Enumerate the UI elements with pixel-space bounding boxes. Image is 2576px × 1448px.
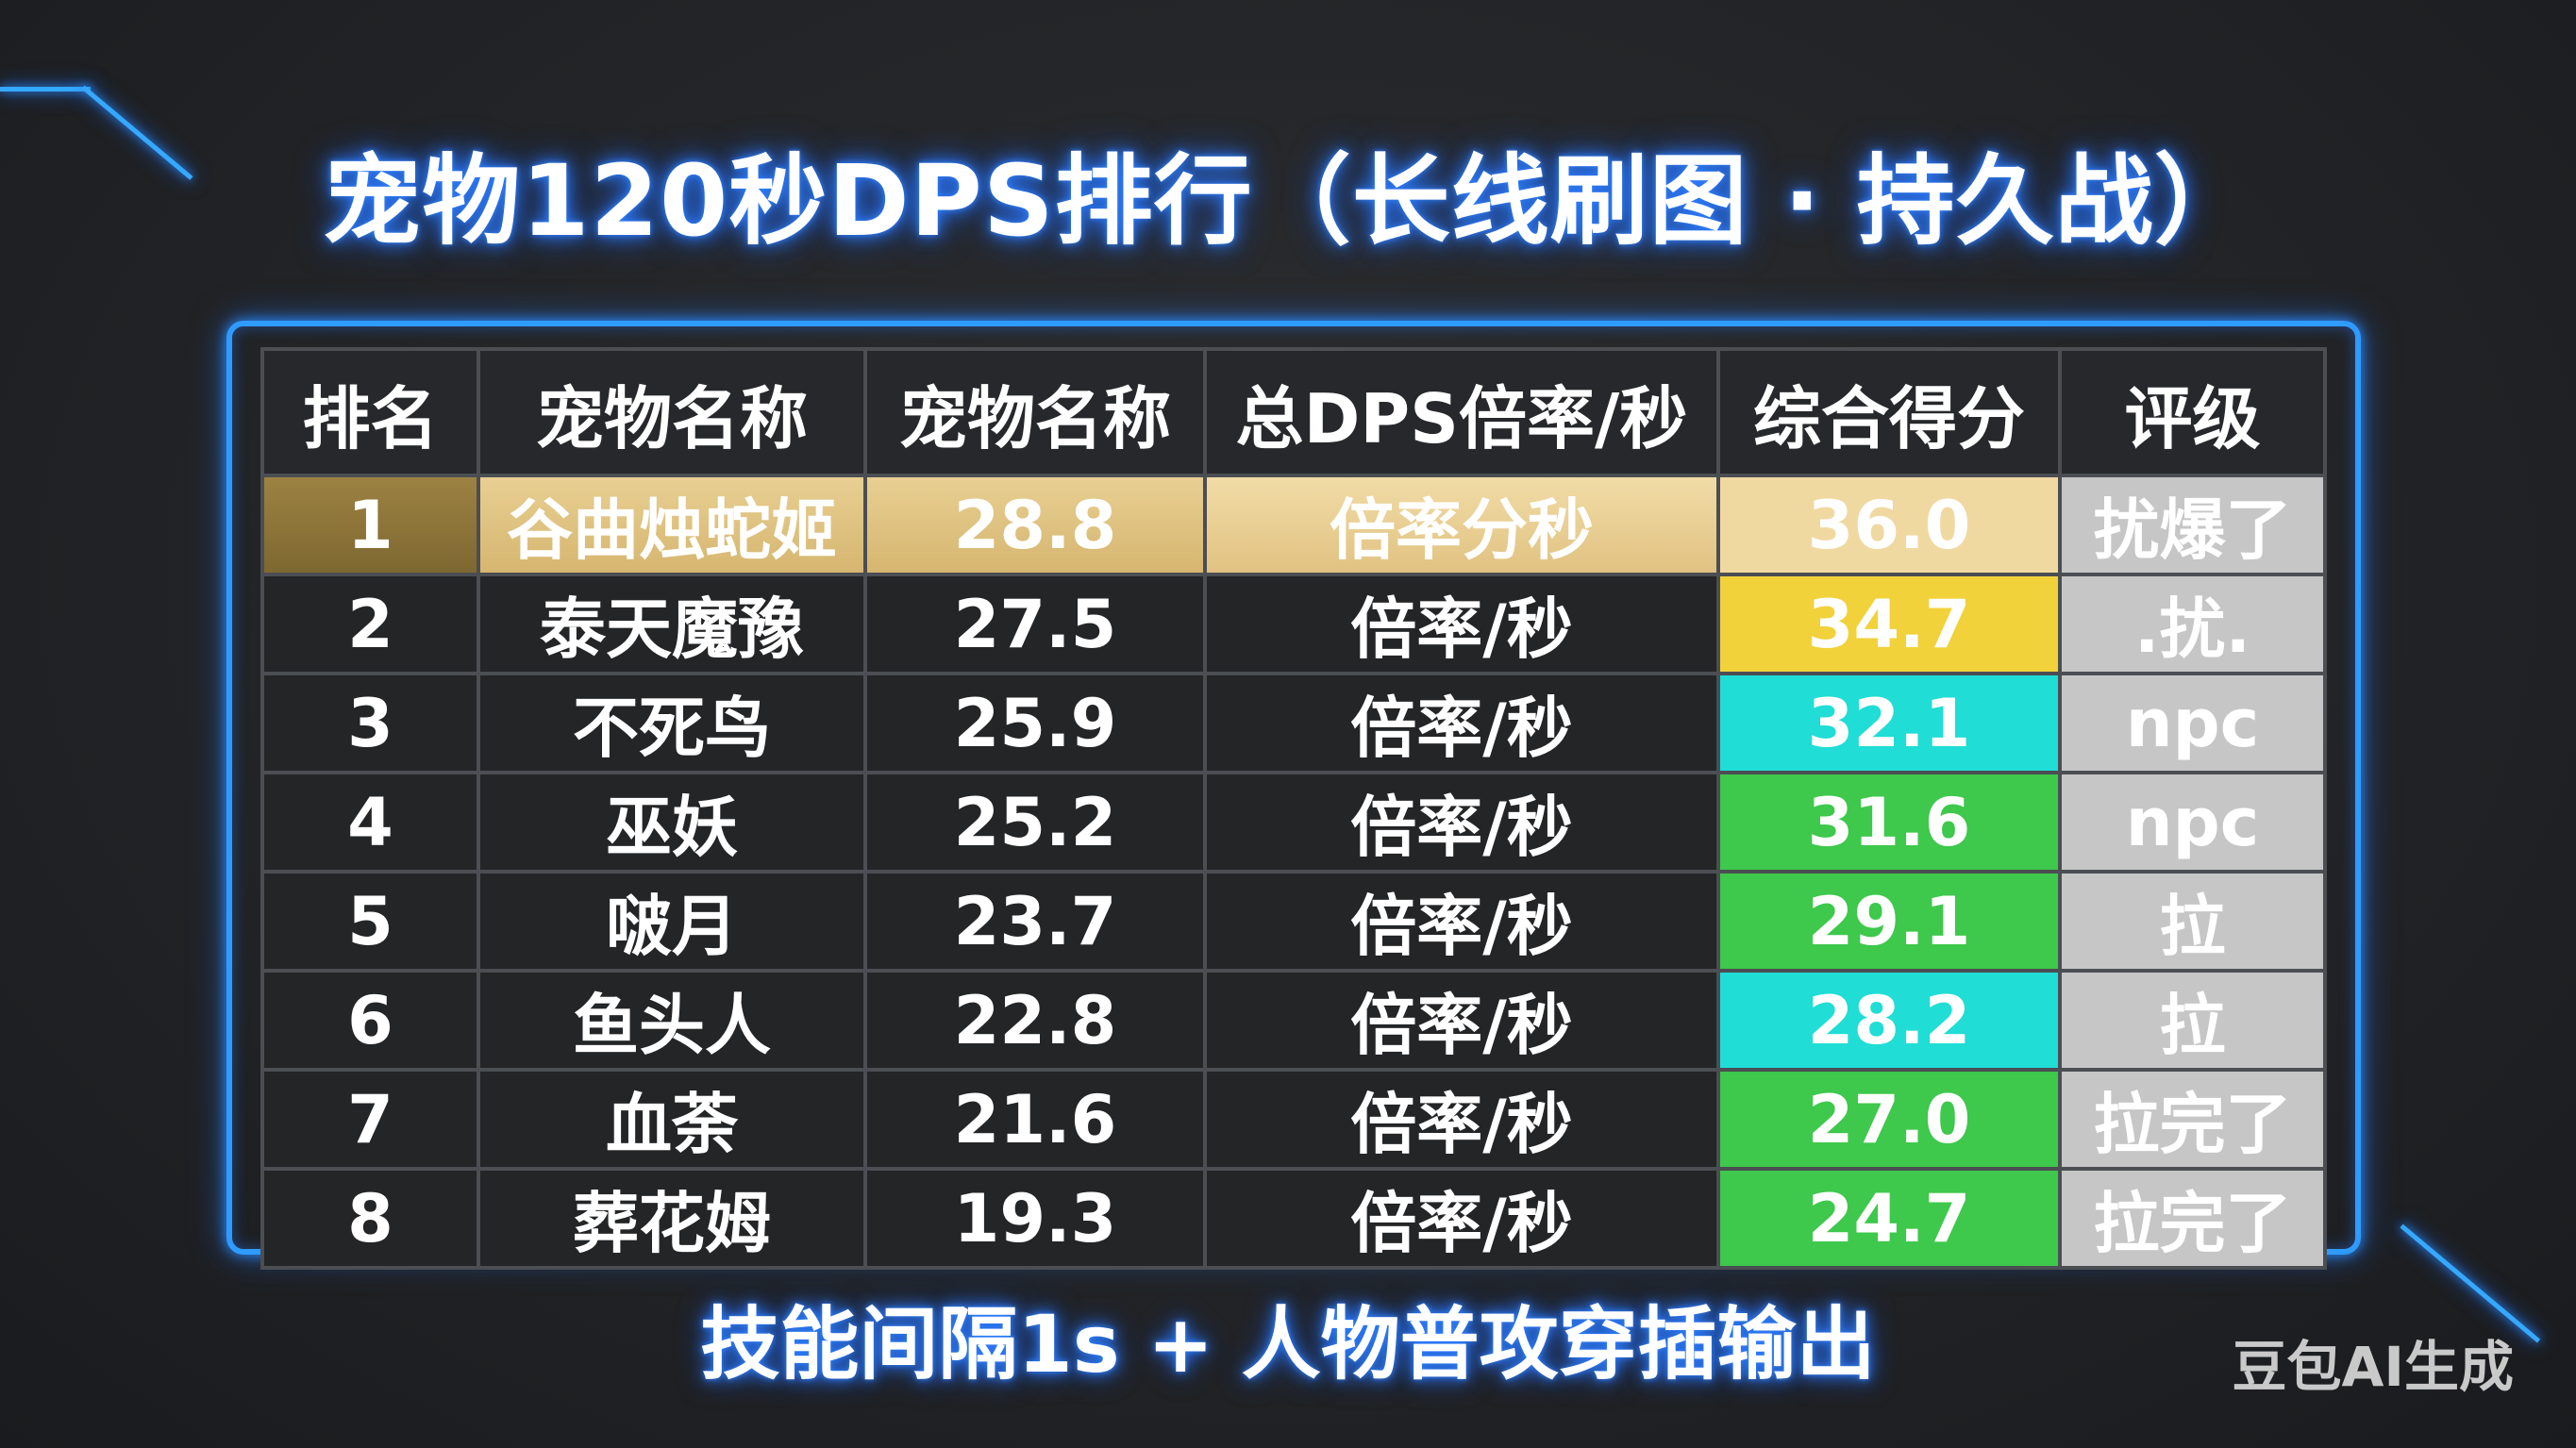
dps-unit-cell: 倍率/秒 xyxy=(1203,1167,1720,1270)
score-cell: 24.7 xyxy=(1716,1167,2062,1270)
grade-cell: 拉完了 xyxy=(2058,1167,2327,1270)
pet-name-cell: 巫妖 xyxy=(477,771,867,874)
dps-unit-cell: 倍率/秒 xyxy=(1203,870,1720,973)
table-header-row: 排名 宠物名称 宠物名称 总DPS倍率/秒 综合得分 评级 xyxy=(260,347,2327,477)
rank-cell: 3 xyxy=(260,672,480,774)
dps-unit-cell: 倍率/秒 xyxy=(1203,672,1720,774)
rank-cell: 7 xyxy=(260,1068,480,1171)
pet-name-cell: 不死鸟 xyxy=(477,672,867,774)
header-total-dps: 总DPS倍率/秒 xyxy=(1203,347,1720,477)
pet-name-cell: 谷曲烛蛇姬 xyxy=(477,474,867,576)
page-title: 宠物120秒DPS排行（长线刷图 · 持久战） xyxy=(323,143,2253,258)
dps-value-cell: 25.9 xyxy=(863,672,1207,774)
dps-value-cell: 28.8 xyxy=(863,474,1207,576)
table-row: 7 血荼 21.6 倍率/秒 27.0 拉完了 xyxy=(260,1068,2327,1171)
header-score: 综合得分 xyxy=(1716,347,2062,477)
dps-unit-cell: 倍率/秒 xyxy=(1203,573,1720,675)
footnote: 技能间隔1s + 人物普攻穿插输出 xyxy=(700,1298,1876,1390)
dps-value-cell: 25.2 xyxy=(863,771,1207,874)
dps-unit-cell: 倍率/秒 xyxy=(1203,1068,1720,1171)
grade-cell: 扰爆了 xyxy=(2058,474,2327,576)
table-row: 8 葬花姆 19.3 倍率/秒 24.7 拉完了 xyxy=(260,1167,2327,1270)
dps-value-cell: 23.7 xyxy=(863,870,1207,973)
pet-name-cell: 啵月 xyxy=(477,870,867,973)
dps-value-cell: 19.3 xyxy=(863,1167,1207,1270)
grade-cell: 拉 xyxy=(2058,870,2327,973)
dps-value-cell: 27.5 xyxy=(863,573,1207,675)
dps-value-cell: 21.6 xyxy=(863,1068,1207,1171)
pet-name-cell: 泰天魔豫 xyxy=(477,573,867,675)
header-pet-name: 宠物名称 xyxy=(477,347,867,477)
pet-name-cell: 血荼 xyxy=(477,1068,867,1171)
grade-cell: .扰. xyxy=(2058,573,2327,675)
score-cell: 29.1 xyxy=(1716,870,2062,973)
header-pet-name-2: 宠物名称 xyxy=(863,347,1207,477)
rank-cell: 4 xyxy=(260,771,480,874)
score-cell: 27.0 xyxy=(1716,1068,2062,1171)
table-row: 4 巫妖 25.2 倍率/秒 31.6 npc xyxy=(260,771,2327,874)
decor-line-top-left xyxy=(0,87,91,92)
dps-ranking-table: 排名 宠物名称 宠物名称 总DPS倍率/秒 综合得分 评级 1 谷曲烛蛇姬 28… xyxy=(260,347,2327,1270)
score-cell: 32.1 xyxy=(1716,672,2062,774)
table-row: 3 不死鸟 25.9 倍率/秒 32.1 npc xyxy=(260,672,2327,774)
dps-unit-cell: 倍率分秒 xyxy=(1203,474,1720,576)
rank-cell: 8 xyxy=(260,1167,480,1270)
table-row: 1 谷曲烛蛇姬 28.8 倍率分秒 36.0 扰爆了 xyxy=(260,474,2327,576)
table-row: 2 泰天魔豫 27.5 倍率/秒 34.7 .扰. xyxy=(260,573,2327,675)
dps-value-cell: 22.8 xyxy=(863,969,1207,1072)
header-rank: 排名 xyxy=(260,347,480,477)
score-cell: 31.6 xyxy=(1716,771,2062,874)
score-cell: 36.0 xyxy=(1716,474,2062,576)
watermark: 豆包AI生成 xyxy=(2232,1335,2514,1399)
header-grade: 评级 xyxy=(2058,347,2327,477)
score-cell: 34.7 xyxy=(1716,573,2062,675)
rank-cell: 2 xyxy=(260,573,480,675)
grade-cell: npc xyxy=(2058,771,2327,874)
rank-cell: 6 xyxy=(260,969,480,1072)
pet-name-cell: 葬花姆 xyxy=(477,1167,867,1270)
grade-cell: 拉 xyxy=(2058,969,2327,1072)
dps-unit-cell: 倍率/秒 xyxy=(1203,969,1720,1072)
rank-cell: 1 xyxy=(260,474,480,576)
table-row: 6 鱼头人 22.8 倍率/秒 28.2 拉 xyxy=(260,969,2327,1072)
table-row: 5 啵月 23.7 倍率/秒 29.1 拉 xyxy=(260,870,2327,973)
pet-name-cell: 鱼头人 xyxy=(477,969,867,1072)
grade-cell: 拉完了 xyxy=(2058,1068,2327,1171)
grade-cell: npc xyxy=(2058,672,2327,774)
rank-cell: 5 xyxy=(260,870,480,973)
dps-unit-cell: 倍率/秒 xyxy=(1203,771,1720,874)
score-cell: 28.2 xyxy=(1716,969,2062,1072)
